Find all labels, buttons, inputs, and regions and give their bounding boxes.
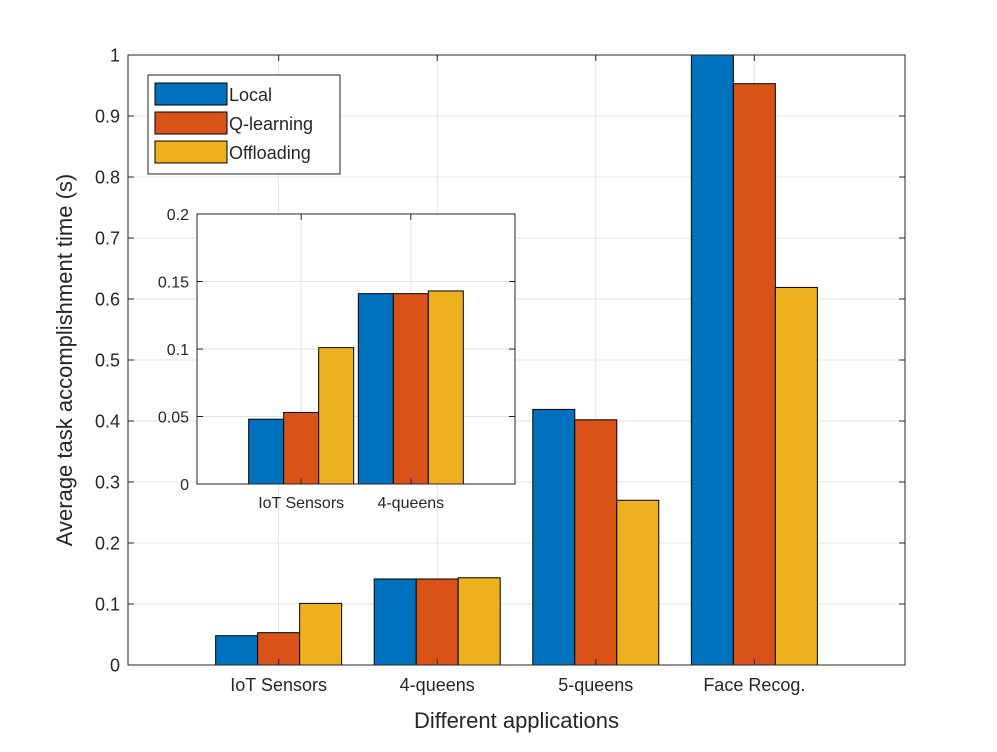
y-tick-label: 0.8 [95,167,120,187]
bar [774,286,818,666]
x-tick-label: 5-queens [558,675,633,695]
y-tick-label: 1 [110,45,120,65]
bar [690,54,734,666]
bar [732,83,776,666]
bar [532,408,576,666]
bar [457,577,501,666]
legend-swatch [154,82,228,106]
bar [415,578,459,666]
y-tick-label: 0.05 [158,409,189,426]
x-tick-label: Face Recog. [703,675,805,695]
bar [357,293,394,485]
bar [574,419,618,666]
y-tick-label: 0.1 [167,342,189,359]
x-tick-label: 4-queens [377,495,444,512]
y-tick-label: 0.2 [167,207,189,224]
y-tick-label: 0.3 [95,472,120,492]
legend-label: Local [229,85,272,105]
bar [299,602,343,666]
y-tick-label: 0.5 [95,350,120,370]
y-tick-label: 0.7 [95,228,120,248]
y-tick-label: 0 [110,655,120,675]
y-tick-label: 0.1 [95,594,120,614]
x-tick-label: IoT Sensors [230,675,327,695]
bar [392,293,429,485]
bar [215,635,259,666]
x-tick-label: 4-queens [400,675,475,695]
y-tick-label: 0.6 [95,289,120,309]
inset-chart: 0 0.05 0.1 0.15 0.2 IoT Sensors 4-queens [158,207,516,512]
bar [318,347,355,485]
bar [283,411,320,485]
legend-swatch [154,140,228,164]
y-tick-label: 0.2 [95,533,120,553]
legend-label: Q-learning [229,114,313,134]
legend-swatch [154,111,228,135]
x-axis-label: Different applications [414,708,619,733]
x-tick-label: IoT Sensors [258,495,344,512]
y-tick-label: 0.4 [95,411,120,431]
bar [373,578,417,666]
main-chart: 0 0.1 0.2 0.3 0.4 0.5 0.6 0.7 0.8 0.9 1 IoT Sensors… [52,45,906,733]
bar [616,499,660,666]
y-tick-label: 0.15 [158,274,189,291]
y-tick-label: 0 [180,477,189,494]
y-axis-label: Average task accomplishment time (s) [52,174,77,547]
legend-label: Offloading [229,143,311,163]
y-tick-label: 0.9 [95,106,120,126]
bar [427,290,464,485]
bar [248,418,285,485]
